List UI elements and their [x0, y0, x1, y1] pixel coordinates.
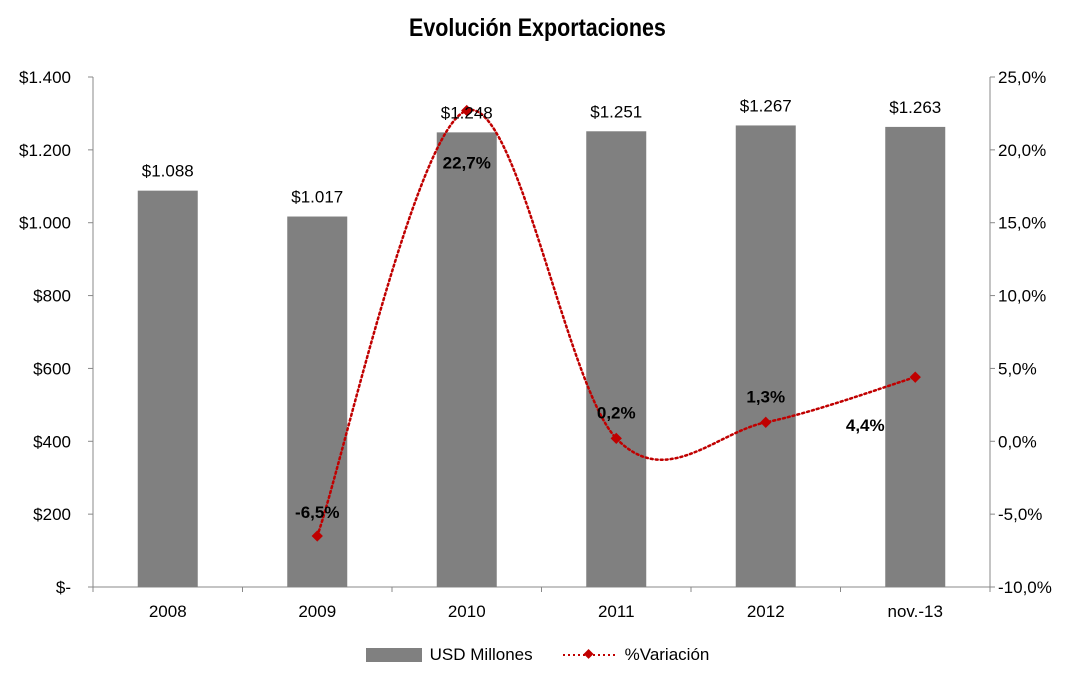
- y-left-tick-label: $1.400: [19, 68, 71, 87]
- legend-item-usd: USD Millones: [365, 645, 533, 665]
- legend-item-variation: %Variación: [561, 645, 710, 665]
- y-left-tick-label: $1.000: [19, 214, 71, 233]
- bar: [287, 216, 348, 587]
- bar: [735, 125, 796, 587]
- variation-marker: [760, 416, 772, 428]
- y-right-tick-label: 15,0%: [998, 214, 1046, 233]
- variation-value-label: 4,4%: [846, 416, 885, 435]
- bar: [436, 132, 497, 587]
- chart-legend: USD Millones %Variación: [0, 645, 1075, 665]
- x-tick-label: 2010: [448, 602, 486, 621]
- x-tick-label: 2011: [598, 602, 635, 621]
- bar-value-label: $1.267: [740, 96, 792, 115]
- variation-value-label: -6,5%: [295, 503, 339, 522]
- y-left-tick-label: $1.200: [19, 141, 71, 160]
- bar: [885, 126, 946, 588]
- variation-value-label: 1,3%: [746, 387, 785, 406]
- bar: [137, 190, 198, 587]
- y-left-tick-label: $200: [33, 505, 71, 524]
- variation-line: [316, 108, 917, 538]
- bar-value-label: $1.017: [291, 188, 343, 207]
- y-left-tick-label: $800: [33, 287, 71, 306]
- x-tick-label: 2012: [747, 602, 785, 621]
- bar: [586, 131, 647, 587]
- y-right-tick-label: 10,0%: [998, 287, 1046, 306]
- y-left-tick-label: $-: [56, 578, 71, 597]
- legend-label-variation: %Variación: [624, 645, 710, 664]
- y-right-tick-label: -10,0%: [998, 578, 1052, 597]
- chart-title: Evolución Exportaciones: [408, 14, 666, 42]
- y-right-tick-label: 20,0%: [998, 141, 1046, 160]
- variation-marker: [909, 371, 921, 383]
- variation-value-label: 22,7%: [443, 154, 491, 173]
- variation-marker: [610, 432, 622, 445]
- data-labels: $1.088 $1.017 $1.248 $1.251 $1.267 $1.263 -6,5…: [142, 96, 942, 522]
- y-right-tick-label: 5,0%: [998, 359, 1037, 378]
- bar-value-label: $1.248: [441, 103, 493, 122]
- x-tick-label: 2009: [298, 602, 336, 621]
- legend-swatch-bar: [365, 648, 422, 662]
- y-right-tick-label: 0,0%: [998, 432, 1037, 451]
- x-tick-label: nov.-13: [888, 602, 943, 621]
- y-right-tick-label: 25,0%: [998, 68, 1046, 87]
- legend-label-usd: USD Millones: [429, 645, 533, 664]
- variation-marker: [311, 530, 323, 542]
- variation-value-label: 0,2%: [597, 403, 636, 422]
- y-left-tick-label: $400: [33, 432, 71, 451]
- chart-axes: $- $200 $400 $600 $800 $1.000 $1.200 $1.400 -10,…: [19, 68, 1052, 621]
- y-right-tick-label: -5,0%: [998, 505, 1042, 524]
- bar-value-label: $1.088: [142, 162, 194, 181]
- x-tick-label: 2008: [149, 602, 187, 621]
- variation-line-series: [311, 104, 921, 542]
- bar-value-label: $1.251: [590, 102, 642, 121]
- bar-value-label: $1.263: [889, 98, 941, 117]
- legend-swatch-line: [562, 648, 615, 659]
- bars-series: [137, 125, 946, 588]
- y-left-tick-label: $600: [33, 359, 71, 378]
